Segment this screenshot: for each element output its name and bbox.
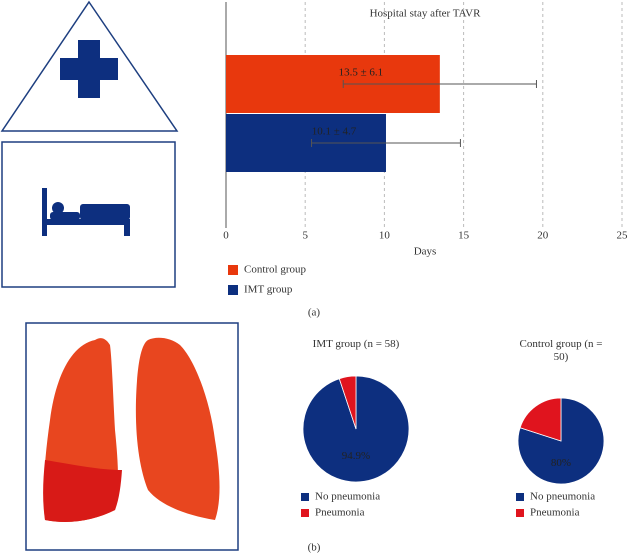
- pie-slice: [338, 375, 357, 430]
- x-tick-label: 5: [302, 230, 308, 242]
- legend-label: No pneumonia: [530, 491, 595, 503]
- right-lung: [135, 337, 220, 520]
- legend-swatch: [301, 509, 309, 517]
- caption: (a): [308, 307, 321, 319]
- pie-title: Control group (n = 50): [519, 338, 603, 363]
- legend-swatch: [516, 509, 524, 517]
- caption: (b): [308, 542, 321, 554]
- value-label: 13.5 ± 6.1: [339, 67, 384, 79]
- legend-label: IMT group: [244, 284, 293, 296]
- legend-swatch: [228, 285, 238, 295]
- chart-title: Hospital stay after TAVR: [370, 8, 482, 20]
- pie-title: IMT group (n = 58): [312, 338, 400, 350]
- legend-label: Pneumonia: [315, 507, 365, 519]
- x-tick-label: 25: [617, 230, 629, 242]
- legend-swatch: [301, 493, 309, 501]
- left-lung-lower: [43, 460, 122, 522]
- x-tick-label: 15: [458, 230, 470, 242]
- bed-icon-frame: [1, 141, 176, 288]
- legend-label: Control group: [244, 264, 307, 276]
- lungs-frame: [25, 322, 239, 551]
- pie-slice: [519, 397, 562, 442]
- legend-label: Pneumonia: [530, 507, 580, 519]
- bed-icon: [42, 188, 130, 236]
- x-tick-label: 20: [537, 230, 549, 242]
- legend-label: No pneumonia: [315, 491, 380, 503]
- x-axis-label: Days: [414, 246, 437, 258]
- value-label: 10.1 ± 4.7: [312, 126, 357, 138]
- legend-swatch: [516, 493, 524, 501]
- cross-icon: [60, 40, 118, 98]
- value-label: 94.9%: [342, 450, 370, 462]
- x-tick-label: 10: [379, 230, 391, 242]
- value-label: 80%: [551, 457, 571, 469]
- hospital-icon-frame: [0, 0, 179, 132]
- legend-swatch: [228, 265, 238, 275]
- x-tick-label: 0: [223, 230, 229, 242]
